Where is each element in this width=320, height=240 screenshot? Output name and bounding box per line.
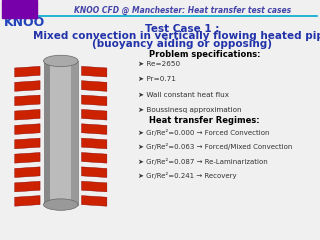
Text: ➤ Re=2650: ➤ Re=2650	[138, 61, 180, 67]
Polygon shape	[15, 95, 40, 106]
Polygon shape	[15, 66, 40, 77]
Ellipse shape	[44, 55, 78, 67]
Polygon shape	[82, 95, 107, 106]
Text: ➤ Gr/Re²=0.241 → Recovery: ➤ Gr/Re²=0.241 → Recovery	[138, 172, 236, 179]
FancyBboxPatch shape	[71, 61, 78, 204]
Text: ➤ Boussinesq approximation: ➤ Boussinesq approximation	[138, 107, 241, 113]
Polygon shape	[82, 81, 107, 91]
Text: Heat transfer Regimes:: Heat transfer Regimes:	[149, 116, 260, 125]
Text: ➤ Gr/Re²=0.063 → Forced/Mixed Convection: ➤ Gr/Re²=0.063 → Forced/Mixed Convection	[138, 143, 292, 150]
Text: KNOO CFD @ Manchester: Heat transfer test cases: KNOO CFD @ Manchester: Heat transfer tes…	[74, 6, 291, 15]
Polygon shape	[15, 167, 40, 178]
Polygon shape	[82, 167, 107, 178]
Text: MANCH
ESTER: MANCH ESTER	[11, 5, 26, 14]
Polygon shape	[82, 196, 107, 206]
Text: ➤ Wall constant heat flux: ➤ Wall constant heat flux	[138, 91, 228, 97]
Polygon shape	[15, 181, 40, 192]
Polygon shape	[82, 181, 107, 192]
Text: Mixed convection in vertically flowing heated pipe: Mixed convection in vertically flowing h…	[33, 31, 320, 42]
Polygon shape	[82, 109, 107, 120]
Text: ➤ Gr/Re²=0.087 → Re-Laminarization: ➤ Gr/Re²=0.087 → Re-Laminarization	[138, 158, 267, 165]
Polygon shape	[15, 109, 40, 120]
Polygon shape	[82, 152, 107, 163]
Text: ➤ Pr=0.71: ➤ Pr=0.71	[138, 76, 175, 83]
Ellipse shape	[44, 199, 78, 210]
FancyBboxPatch shape	[44, 61, 51, 204]
Polygon shape	[15, 196, 40, 206]
Text: KNOO: KNOO	[4, 16, 45, 29]
Polygon shape	[82, 138, 107, 149]
Text: ➤ Gr/Re²=0.000 → Forced Convection: ➤ Gr/Re²=0.000 → Forced Convection	[138, 129, 269, 136]
Polygon shape	[82, 66, 107, 77]
Polygon shape	[15, 152, 40, 163]
FancyBboxPatch shape	[44, 61, 78, 204]
Polygon shape	[82, 124, 107, 134]
Polygon shape	[15, 138, 40, 149]
Polygon shape	[15, 124, 40, 134]
Text: (buoyancy aiding or opposing): (buoyancy aiding or opposing)	[92, 39, 272, 49]
Polygon shape	[15, 81, 40, 91]
Text: Problem specifications:: Problem specifications:	[149, 50, 260, 59]
Text: Test Case 1 :: Test Case 1 :	[145, 24, 220, 34]
